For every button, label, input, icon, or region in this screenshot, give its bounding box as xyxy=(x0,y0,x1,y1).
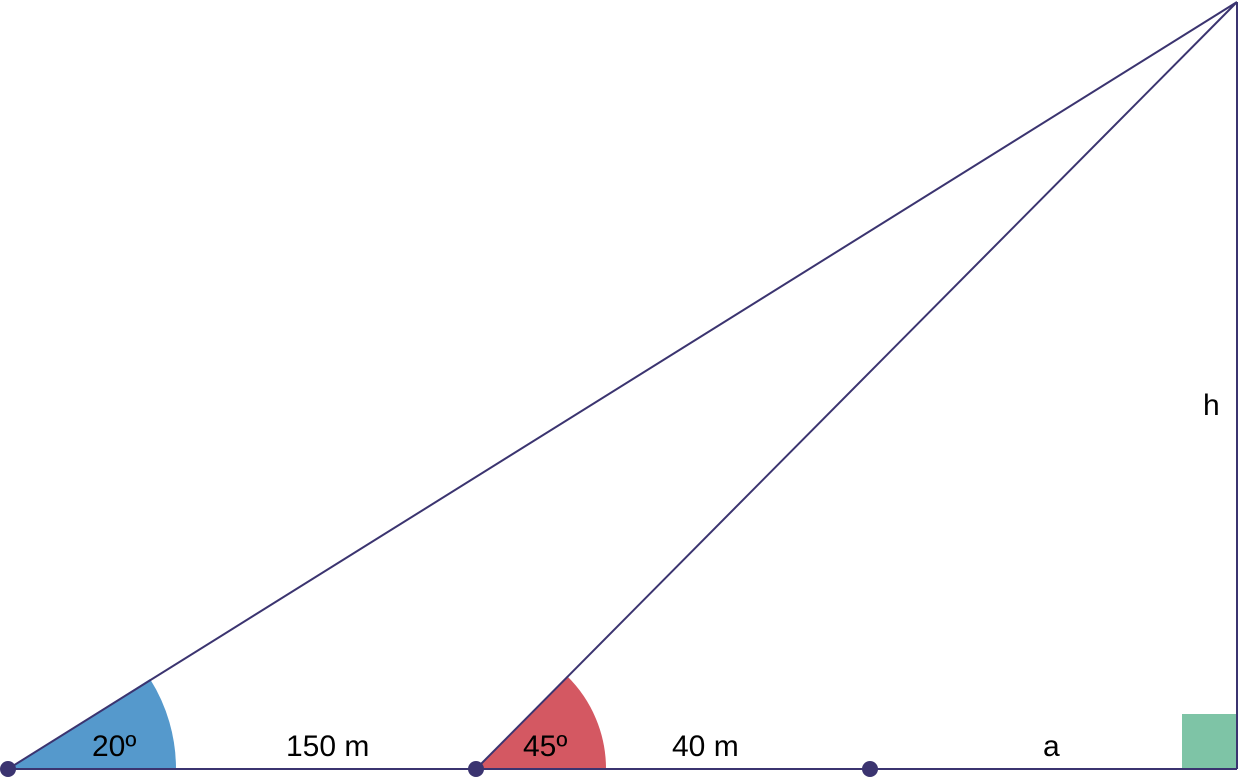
angle-20-sector xyxy=(8,679,177,769)
segment-150-label: 150 m xyxy=(286,730,369,763)
segment-40-label: 40 m xyxy=(672,730,739,763)
segment-a-label: a xyxy=(1043,730,1060,763)
angle-45-sector xyxy=(476,676,607,769)
point-a xyxy=(0,761,16,777)
point-c xyxy=(862,761,878,777)
angle-45-label: 45º xyxy=(523,730,567,763)
point-b xyxy=(468,761,484,777)
hypotenuse-20 xyxy=(7,1,1238,770)
hypotenuse-45 xyxy=(475,1,1238,770)
right-angle-marker xyxy=(1182,714,1237,769)
angle-20-label: 20º xyxy=(92,730,136,763)
height-label: h xyxy=(1203,389,1220,422)
